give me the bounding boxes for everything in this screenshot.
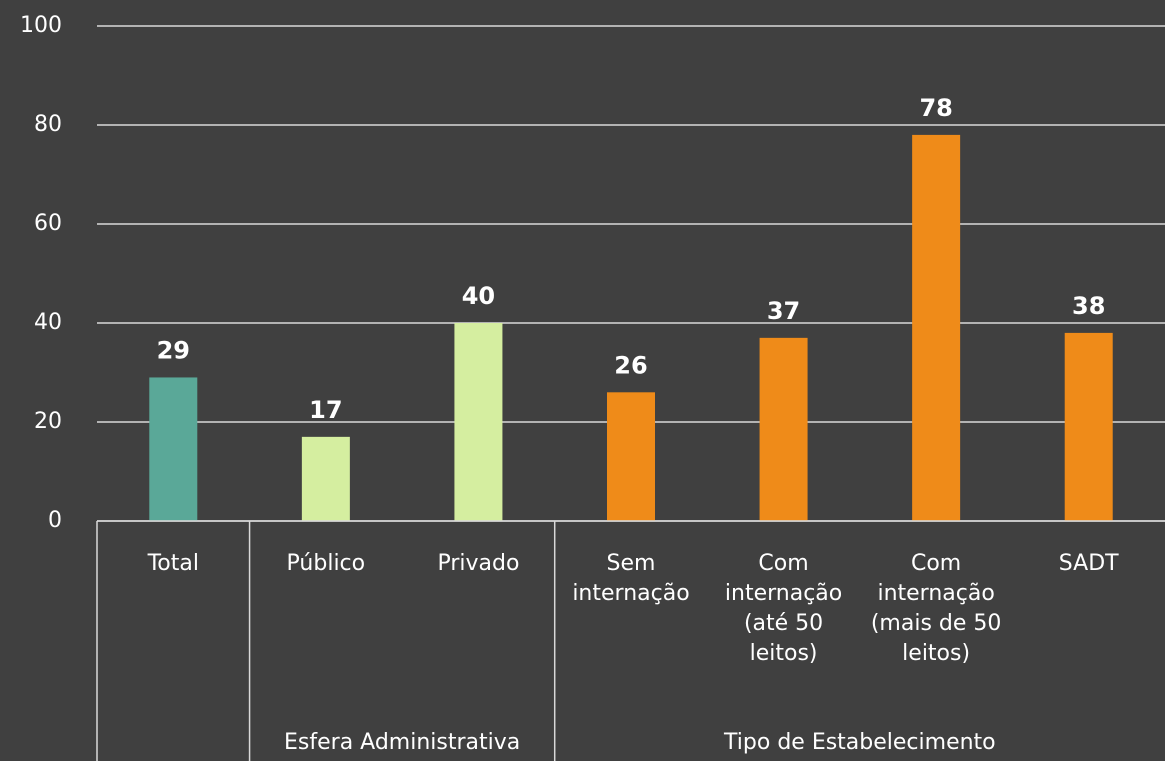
x-tick-label: Privado: [437, 551, 520, 576]
bar: [301, 436, 350, 521]
value-label: 26: [614, 351, 647, 379]
x-tick-label: Público: [286, 551, 366, 576]
bar: [759, 337, 808, 521]
x-tick-label: Com internação (mais de 50 leitos): [870, 551, 1002, 666]
value-label: 37: [767, 297, 800, 325]
value-label: 40: [462, 282, 495, 310]
bar: [607, 392, 655, 521]
bar: [912, 134, 961, 521]
bar: [149, 377, 198, 521]
x-tick-label: Total: [147, 551, 199, 576]
y-tick-label: 60: [34, 211, 62, 236]
value-label: 17: [309, 396, 342, 424]
y-tick-label: 20: [34, 409, 62, 434]
y-tick-label: 100: [20, 13, 62, 38]
y-tick-label: 0: [48, 508, 62, 533]
x-tick-label: Com internação (até 50 leitos): [724, 551, 843, 666]
group-label: Esfera Administrativa: [284, 730, 521, 755]
y-tick-label: 40: [34, 310, 62, 335]
group-label: Tipo de Estabelecimento: [724, 730, 996, 755]
x-tick-label: Sem internação: [572, 551, 690, 606]
value-label: 78: [919, 94, 952, 122]
bar: [1064, 332, 1113, 521]
bar: [454, 323, 503, 521]
y-tick-label: 80: [34, 112, 62, 137]
value-label: 38: [1072, 292, 1105, 320]
value-label: 29: [157, 336, 190, 364]
x-tick-label: SADT: [1058, 551, 1119, 576]
